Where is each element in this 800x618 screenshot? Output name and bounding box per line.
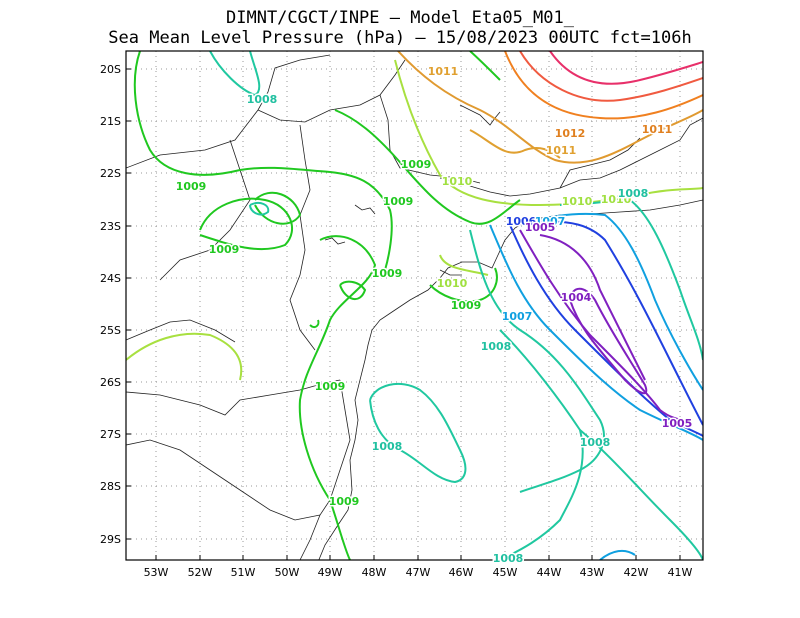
map-title: DIMNT/CGCT/INPE – Model Eta05_M01_: [226, 8, 574, 28]
lat-tick-label: 24S: [100, 272, 121, 285]
isobar-label: 1010: [562, 195, 593, 208]
lat-tick-label: 22S: [100, 167, 121, 180]
lon-tick-label: 44W: [537, 566, 562, 579]
isobar-label: 1009: [383, 195, 414, 208]
isobar-label: 1008: [481, 340, 512, 353]
lat-tick-label: 20S: [100, 63, 121, 76]
isobar-label: 1005: [662, 417, 693, 430]
isobar-label: 1008: [618, 187, 649, 200]
lat-tick-label: 29S: [100, 533, 121, 546]
isobar-label: 1009: [176, 180, 207, 193]
lon-tick-label: 47W: [406, 566, 431, 579]
lon-tick-label: 51W: [231, 566, 256, 579]
lon-tick-label: 41W: [668, 566, 693, 579]
isobar-label: 1008: [580, 436, 611, 449]
lat-tick-label: 26S: [100, 376, 121, 389]
isobar-label: 1010: [601, 193, 632, 206]
isobar-label: 1009: [451, 299, 482, 312]
lon-tick-label: 52W: [188, 566, 213, 579]
lon-tick-label: 48W: [362, 566, 387, 579]
isobar-label: 1010: [442, 175, 473, 188]
lat-tick-label: 25S: [100, 324, 121, 337]
lon-tick-label: 42W: [624, 566, 649, 579]
lat-tick-label: 21S: [100, 115, 121, 128]
isobar-label: 1009: [209, 243, 240, 256]
lat-lon-grid: [126, 51, 703, 560]
map-frame: [125, 50, 704, 561]
isobar-label: 1008: [247, 93, 278, 106]
lat-tick-label: 27S: [100, 428, 121, 441]
isobar-label: 1005: [525, 221, 556, 234]
isobar-label: 1010: [437, 277, 468, 290]
isobar-label: 1009: [329, 495, 360, 508]
isobar-label: 1006: [506, 215, 537, 228]
isobar-label: 1007: [535, 215, 566, 228]
isobar-label: 1011: [546, 144, 577, 157]
isobar-label: 1007: [502, 310, 533, 323]
lon-tick-label: 49W: [318, 566, 343, 579]
isobar-label: 1009: [401, 158, 432, 171]
isobar-label: 1011: [428, 65, 459, 78]
isobar-label: 1009: [315, 380, 346, 393]
lon-tick-label: 46W: [449, 566, 474, 579]
lon-tick-label: 50W: [275, 566, 300, 579]
lon-tick-label: 45W: [493, 566, 518, 579]
map-subtitle: Sea Mean Level Pressure (hPa) – 15/08/20…: [108, 28, 692, 48]
isobar-label: 1008: [493, 552, 524, 565]
isobar-label: 1004: [561, 291, 592, 304]
isobar-label: 1008: [372, 440, 403, 453]
isobar-label: 1011: [642, 123, 673, 136]
isobar-label: 1012: [555, 127, 586, 140]
lon-tick-label: 43W: [580, 566, 605, 579]
isobars: [126, 51, 703, 560]
isobar-label: 1009: [372, 267, 403, 280]
lon-tick-label: 53W: [144, 566, 169, 579]
lat-tick-label: 23S: [100, 220, 121, 233]
lat-tick-label: 28S: [100, 480, 121, 493]
